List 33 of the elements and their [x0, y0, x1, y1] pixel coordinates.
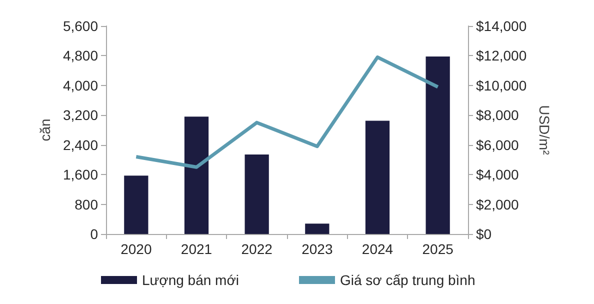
x-tick-label: 2021 — [180, 241, 212, 257]
legend-label: Giá sơ cấp trung bình — [340, 272, 476, 288]
y2-tick-label: $0 — [476, 226, 492, 242]
bar — [426, 56, 450, 234]
y2-tick-label: $6,000 — [476, 136, 520, 153]
y-tick-label: 3,200 — [62, 107, 98, 124]
y2-tick-label: $8,000 — [476, 107, 520, 124]
x-tick-label: 2023 — [302, 241, 333, 257]
y2-tick-label: $12,000 — [476, 48, 527, 64]
line-series — [134, 55, 440, 169]
x-tick-label: 2024 — [362, 241, 394, 257]
y-tick-label: 4,800 — [62, 48, 98, 64]
bar — [365, 120, 390, 234]
bar — [124, 176, 148, 234]
bar — [244, 154, 269, 234]
x-tick-label: 2025 — [422, 241, 454, 257]
y-tick-label: 2,400 — [62, 136, 98, 153]
y2-axis-title: USD/m² — [536, 105, 553, 156]
legend-label: Lượng bán mới — [142, 272, 240, 288]
y-tick-label: 5,600 — [62, 18, 98, 34]
y2-tick-label: $10,000 — [476, 77, 527, 94]
y-axis-title: căn — [37, 118, 54, 142]
y2-tick-label: $2,000 — [476, 196, 520, 212]
bar — [184, 116, 209, 234]
y2-tick-label: $14,000 — [476, 18, 527, 34]
y-tick-label: 1,600 — [62, 166, 98, 183]
y-tick-label: 4,000 — [62, 77, 98, 94]
x-tick-label: 2022 — [241, 241, 273, 257]
y2-tick-label: $4,000 — [476, 166, 520, 183]
y-tick-label: 0 — [90, 226, 98, 242]
bar — [305, 224, 330, 234]
y-tick-label: 800 — [74, 196, 98, 212]
x-tick-label: 2020 — [120, 241, 152, 257]
